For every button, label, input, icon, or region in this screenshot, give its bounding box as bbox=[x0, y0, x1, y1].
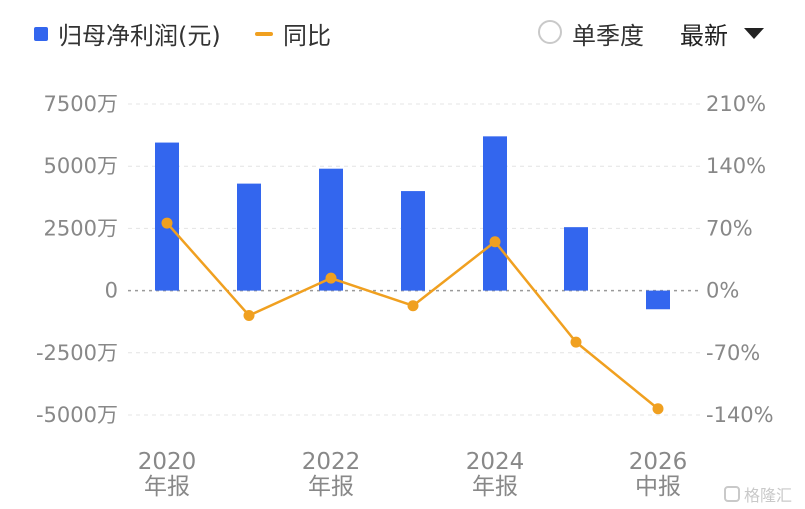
profit-bar bbox=[483, 136, 507, 291]
watermark: 格隆汇 bbox=[724, 482, 792, 506]
profit-bar bbox=[237, 183, 261, 291]
period-dropdown-value: 最新 bbox=[680, 22, 728, 50]
x-axis-tick-sublabel: 年报 bbox=[308, 474, 354, 500]
right-axis-tick-label: -140% bbox=[706, 403, 774, 427]
left-axis-tick-label: 5000万 bbox=[44, 154, 118, 178]
caret-down-icon bbox=[744, 28, 764, 39]
quarter-radio[interactable] bbox=[538, 20, 562, 44]
legend-item-net-profit[interactable]: 归母净利润(元) bbox=[34, 16, 221, 51]
yoy-point bbox=[570, 336, 582, 348]
yoy-point bbox=[652, 403, 664, 415]
left-axis-tick-label: -5000万 bbox=[36, 403, 118, 427]
left-axis-tick-label: -2500万 bbox=[36, 341, 118, 365]
watermark-text: 格隆汇 bbox=[744, 486, 793, 505]
profit-bar bbox=[564, 227, 588, 291]
watermark-logo-icon bbox=[724, 486, 740, 502]
x-axis-tick-label: 2020 bbox=[138, 449, 197, 475]
right-axis-tick-label: 0% bbox=[706, 279, 739, 303]
legend-bar-label: 归母净利润(元) bbox=[58, 22, 221, 50]
left-axis-tick-label: 2500万 bbox=[44, 216, 118, 240]
profit-bar bbox=[155, 142, 179, 291]
left-axis-tick-label: 0 bbox=[105, 279, 118, 303]
x-axis-tick-label: 2022 bbox=[302, 449, 361, 475]
quarter-radio-label[interactable]: 单季度 bbox=[572, 22, 644, 50]
period-dropdown[interactable]: 最新 bbox=[680, 16, 764, 51]
yoy-point bbox=[325, 272, 337, 284]
profit-bar bbox=[646, 290, 670, 310]
legend-bar-swatch bbox=[34, 26, 48, 41]
yoy-point bbox=[243, 309, 255, 321]
yoy-point bbox=[161, 217, 173, 229]
x-axis-tick-sublabel: 年报 bbox=[472, 474, 518, 500]
x-axis-tick-label: 2024 bbox=[466, 449, 525, 475]
right-axis-tick-label: 140% bbox=[706, 154, 766, 178]
x-axis-tick-sublabel: 中报 bbox=[635, 474, 681, 500]
yoy-point bbox=[489, 236, 501, 248]
left-axis-tick-label: 7500万 bbox=[44, 92, 118, 116]
legend-line-label: 同比 bbox=[283, 22, 331, 50]
right-axis-tick-label: 70% bbox=[706, 216, 753, 240]
right-axis-tick-label: -70% bbox=[706, 341, 760, 365]
legend-item-yoy[interactable]: 同比 bbox=[255, 16, 331, 51]
legend-line-swatch bbox=[255, 31, 273, 36]
profit-bar bbox=[319, 168, 343, 291]
right-axis-tick-label: 210% bbox=[706, 92, 766, 116]
chart-header: 归母净利润(元) 同比 单季度 最新 bbox=[0, 0, 805, 70]
yoy-point bbox=[407, 300, 419, 312]
x-axis-tick-sublabel: 年报 bbox=[144, 474, 190, 500]
x-axis-tick-label: 2026 bbox=[629, 449, 688, 475]
profit-bar bbox=[401, 191, 425, 291]
